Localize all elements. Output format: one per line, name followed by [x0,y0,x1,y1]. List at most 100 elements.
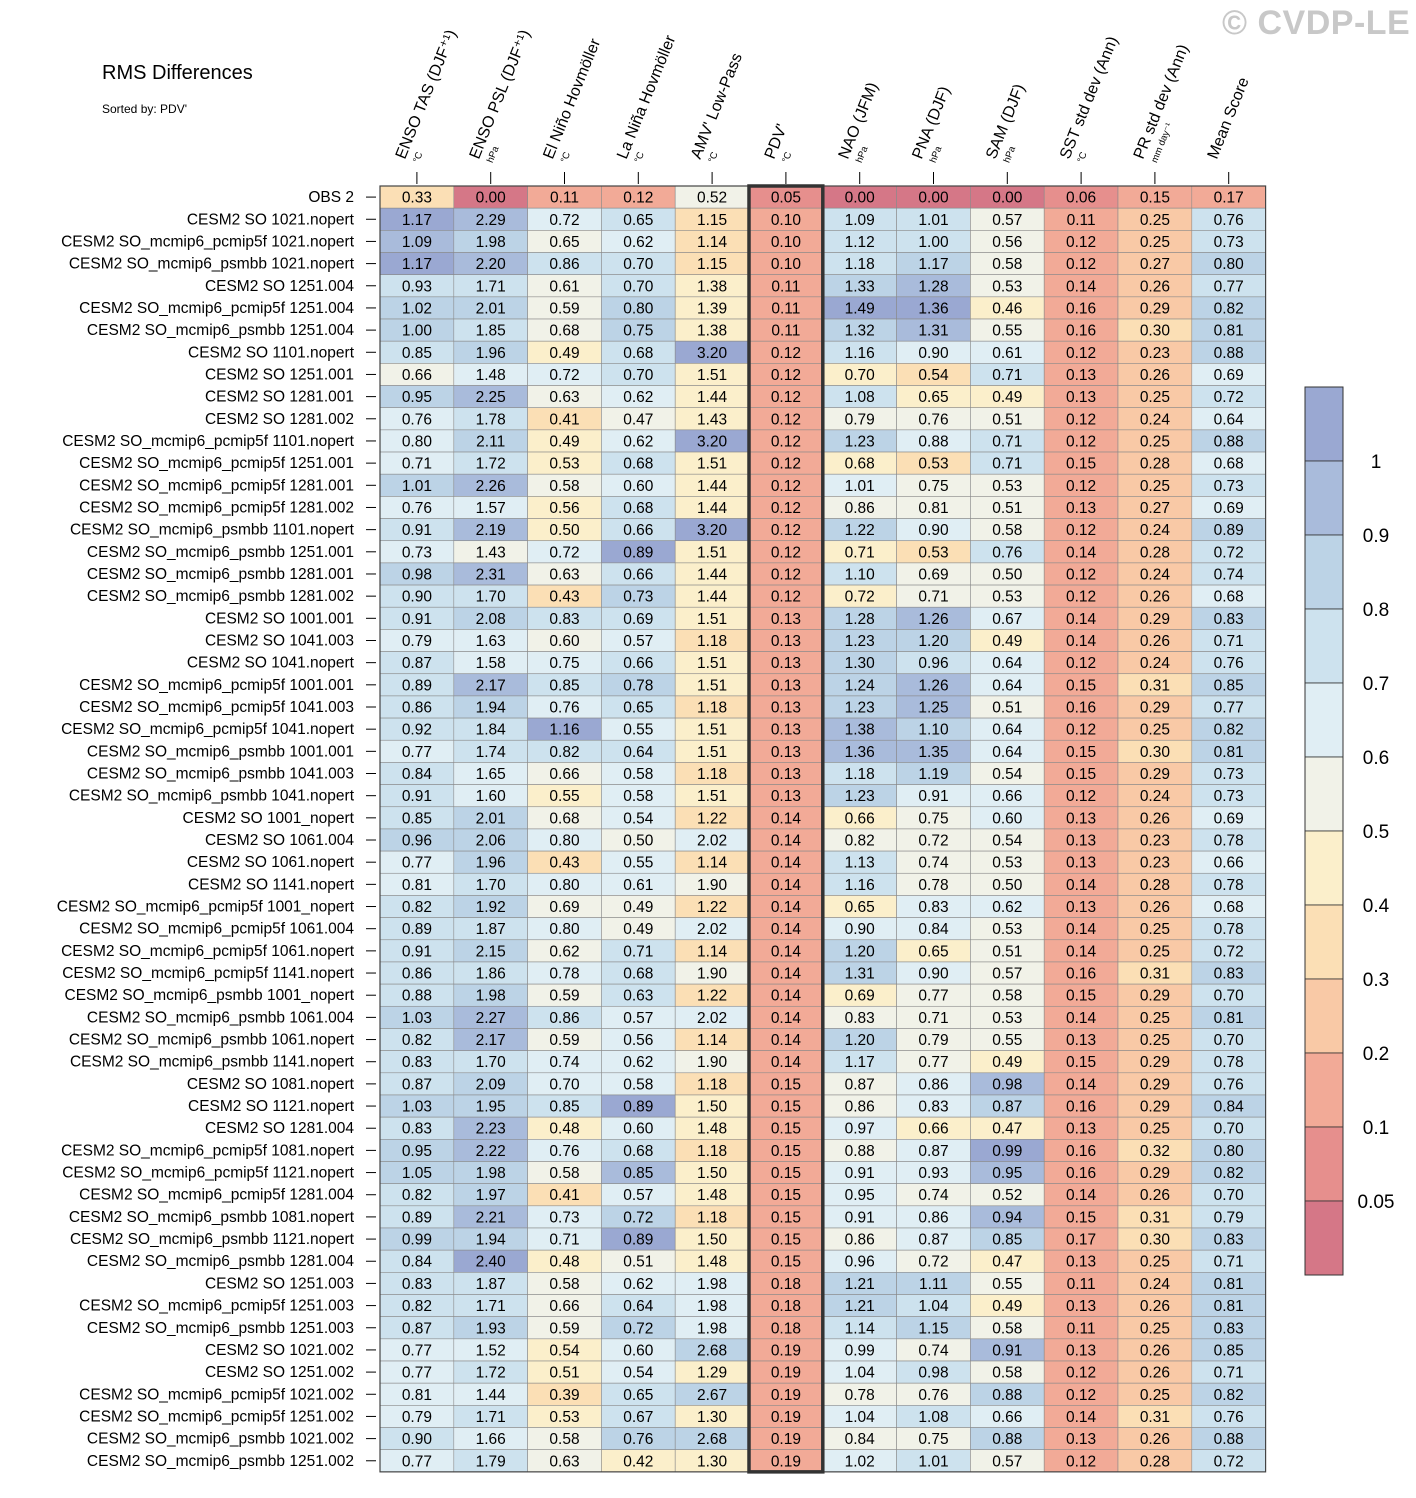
cell-value: 0.16 [1066,1099,1096,1116]
cell-value: 0.86 [549,1010,579,1027]
cell-value: 0.60 [992,810,1023,827]
row-label: CESM2 SO_mcmip6_psmbb 1281.002 [87,588,354,605]
cell-value: 0.58 [992,522,1022,539]
cell-value: 0.42 [623,1453,653,1470]
cell-value: 0.14 [1066,544,1097,561]
cell-value: 0.75 [623,323,653,340]
cell-value: 0.15 [1066,1209,1096,1226]
cell-value: 0.31 [1140,1409,1170,1426]
cell-value: 0.13 [771,766,801,783]
cell-value: 1.43 [476,544,506,561]
cell-value: 0.25 [1140,921,1170,938]
cell-value: 0.62 [623,234,653,251]
cell-value: 1.51 [697,744,727,761]
cell-value: 0.55 [992,1276,1022,1293]
cell-value: 1.51 [697,722,727,739]
cell-value: 0.72 [623,1320,653,1337]
row-label: CESM2 SO_mcmip6_psmbb 1021.nopert [69,256,355,273]
cell-value: 1.20 [845,943,876,960]
cell-value: 0.14 [771,1010,802,1027]
cell-value: 1.86 [476,966,506,983]
cell-value: 0.90 [402,1431,433,1448]
colorbar-label: 0.1 [1363,1118,1389,1139]
cell-value: 0.89 [402,677,432,694]
column-unit: °C [633,150,647,164]
cell-value: 0.57 [992,212,1022,229]
colorbar-segment [1304,534,1344,610]
cell-value: 2.19 [476,522,506,539]
cell-value: 2.02 [697,1010,727,1027]
cell-value: 0.78 [1214,877,1244,894]
cell-value: 0.47 [992,1121,1022,1138]
colorbar-label: 0.4 [1363,896,1390,917]
cell-value: 0.52 [992,1187,1022,1204]
cell-value: 0.30 [1140,744,1171,761]
cell-value: 1.32 [845,323,875,340]
cell-value: 0.26 [1140,589,1170,606]
cell-value: 0.68 [623,456,653,473]
cell-value: 1.01 [918,1453,948,1470]
cell-value: 0.15 [771,1143,801,1160]
cell-value: 0.76 [1214,212,1244,229]
cell-value: 0.71 [992,433,1022,450]
cell-value: 0.51 [549,1365,579,1382]
cell-value: 0.56 [549,500,579,517]
cell-value: 0.12 [1066,788,1096,805]
cell-value: 0.12 [771,433,801,450]
cell-value: 0.56 [623,1032,653,1049]
cell-value: 0.25 [1140,1254,1170,1271]
cell-value: 0.26 [1140,1342,1170,1359]
cell-value: 1.93 [476,1320,506,1337]
cell-value: 0.49 [549,345,579,362]
cell-value: 0.99 [845,1342,875,1359]
cell-value: 0.72 [1214,544,1244,561]
watermark: © CVDP-LE [1222,4,1411,42]
cell-value: 0.81 [1214,1298,1244,1315]
cell-value: 0.72 [1214,1453,1244,1470]
row-label: CESM2 SO_mcmip6_pcmip5f 1251.003 [79,1298,354,1315]
row-label: CESM2 SO_mcmip6_pcmip5f 1021.002 [79,1386,354,1403]
cell-value: 0.74 [918,1187,949,1204]
cell-value: 0.64 [992,655,1023,672]
cell-value: 2.27 [476,1010,506,1027]
cell-value: 0.78 [1214,921,1244,938]
cell-value: 1.18 [697,1209,727,1226]
cell-value: 1.70 [476,877,507,894]
cell-value: 0.91 [845,1209,875,1226]
cell-value: 0.57 [992,1453,1022,1470]
column-label: Mean Score [1205,75,1253,161]
cell-value: 0.76 [1214,655,1244,672]
cell-value: 0.15 [771,1121,801,1138]
cell-value: 0.54 [623,810,654,827]
cell-value: 0.16 [1066,1165,1096,1182]
column-unit: °C [706,150,720,164]
cell-value: 0.62 [549,943,579,960]
cell-value: 0.71 [918,589,948,606]
cell-value: 0.71 [623,943,653,960]
cell-value: 1.96 [476,855,506,872]
colorbar: 1 0.9 0.8 0.7 0.6 0.5 0.4 0.3 0.2 0.1 0.05 [1304,386,1394,1276]
row-label: CESM2 SO_mcmip6_pcmip5f 1041.nopert [61,721,355,738]
cell-value: 1.72 [476,456,506,473]
cell-value: 0.91 [992,1342,1022,1359]
cell-value: 1.11 [919,1276,948,1293]
cell-value: 0.54 [549,1342,580,1359]
cell-value: 1.14 [697,855,728,872]
cell-value: 0.12 [771,589,801,606]
cell-value: 0.50 [549,522,580,539]
cell-value: 0.58 [992,988,1022,1005]
colorbar-label: 0.3 [1363,970,1389,991]
cell-value: 0.68 [623,500,653,517]
cell-value: 0.71 [1214,1254,1244,1271]
cell-value: 0.26 [1140,1187,1170,1204]
cell-value: 1.22 [845,522,875,539]
cell-value: 1.18 [845,766,875,783]
cell-value: 0.26 [1140,633,1170,650]
cell-value: 1.18 [697,633,727,650]
cell-value: 1.87 [476,921,506,938]
cell-value: 0.50 [623,833,654,850]
cell-value: 0.13 [771,655,801,672]
cell-value: 0.69 [1214,810,1244,827]
cell-value: 2.17 [476,677,506,694]
cell-value: 2.11 [476,433,505,450]
